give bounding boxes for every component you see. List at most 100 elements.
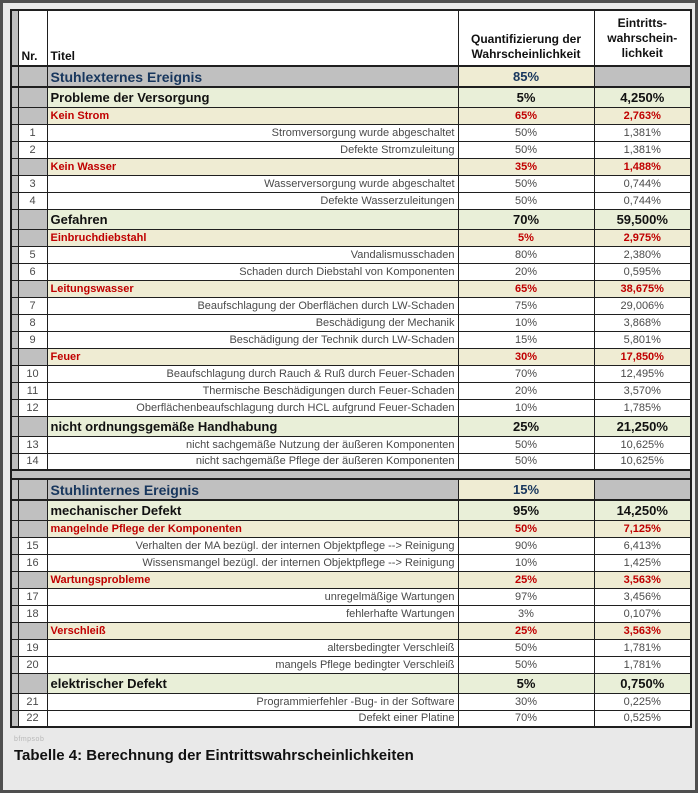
left-margin-cell (10, 208, 19, 230)
titel-cell: Oberflächenbeaufschlagung durch HCL aufg… (46, 398, 459, 417)
nr-cell: 6 (17, 262, 48, 281)
nr-cell (17, 672, 48, 694)
nr-cell (17, 208, 48, 230)
quant-cell: 50% (457, 435, 595, 454)
eintritt-cell: 0,750% (593, 672, 692, 694)
category-row: Gefahren 70% 59,500% (10, 208, 692, 230)
quant-cell: 5% (457, 86, 595, 108)
quant-cell: 10% (457, 398, 595, 417)
eintritt-cell: 10,625% (593, 435, 692, 454)
quant-cell: 35% (457, 157, 595, 176)
titel-cell: Leitungswasser (46, 279, 459, 298)
leaf-row: 17 unregelmäßige Wartungen 97% 3,456% (10, 587, 692, 606)
titel-cell: Thermische Beschädigungen durch Feuer-Sc… (46, 381, 459, 400)
titel-cell: mangelnde Pflege der Komponenten (46, 519, 459, 538)
quant-cell: 50% (457, 638, 595, 657)
category-row: mechanischer Defekt 95% 14,250% (10, 499, 692, 521)
titel-cell: Schaden durch Diebstahl von Komponenten (46, 262, 459, 281)
nr-cell: 18 (17, 604, 48, 623)
nr-cell (17, 347, 48, 366)
quant-cell: 50% (457, 452, 595, 471)
left-margin-cell (10, 245, 19, 264)
eintritt-cell: 59,500% (593, 208, 692, 230)
left-margin-cell (10, 638, 19, 657)
nr-cell: 7 (17, 296, 48, 315)
quant-cell: 5% (457, 228, 595, 247)
quant-cell: 20% (457, 262, 595, 281)
spacer-row (10, 469, 692, 480)
nr-cell (17, 86, 48, 108)
nr-cell: 14 (17, 452, 48, 471)
left-margin-cell (10, 570, 19, 589)
left-margin-cell (10, 672, 19, 694)
leaf-row: 5 Vandalismusschaden 80% 2,380% (10, 245, 692, 264)
quant-cell: 5% (457, 672, 595, 694)
category-row: elektrischer Defekt 5% 0,750% (10, 672, 692, 694)
quant-cell: 70% (457, 364, 595, 383)
quant-cell: 10% (457, 553, 595, 572)
titel-cell: Defekte Stromzuleitung (46, 140, 459, 159)
left-margin-cell (10, 604, 19, 623)
quant-cell: 80% (457, 245, 595, 264)
left-margin-cell (10, 499, 19, 521)
left-margin-cell (10, 86, 19, 108)
left-margin-cell (10, 364, 19, 383)
quant-cell: 50% (457, 140, 595, 159)
nr-cell: 22 (17, 709, 48, 728)
nr-cell: 2 (17, 140, 48, 159)
eintritt-cell: 0,525% (593, 709, 692, 728)
titel-cell: Wasserversorgung wurde abgeschaltet (46, 174, 459, 193)
left-margin-cell (10, 709, 19, 728)
leaf-row: 16 Wissensmangel bezügl. der internen Obj… (10, 553, 692, 572)
quant-cell: 90% (457, 536, 595, 555)
left-margin-cell (10, 313, 19, 332)
eintritt-cell: 1,781% (593, 655, 692, 674)
quant-cell: 85% (457, 65, 595, 88)
left-margin-cell (10, 279, 19, 298)
left-margin-cell (10, 692, 19, 711)
leaf-row: 2 Defekte Stromzuleitung 50% 1,381% (10, 140, 692, 159)
titel-cell: Stuhlexternes Ereignis (46, 65, 459, 88)
nr-cell: 21 (17, 692, 48, 711)
titel-cell: fehlerhafte Wartungen (46, 604, 459, 623)
nr-cell (17, 478, 48, 501)
eintritt-cell: 5,801% (593, 330, 692, 349)
probability-table: Nr. Titel Quantifizierung der Wahrschein… (10, 9, 692, 728)
quant-cell: 70% (457, 208, 595, 230)
titel-cell: Gefahren (46, 208, 459, 230)
nr-cell: 5 (17, 245, 48, 264)
eintritt-cell: 38,675% (593, 279, 692, 298)
left-margin-cell (10, 398, 19, 417)
quant-cell: 65% (457, 279, 595, 298)
quant-cell: 75% (457, 296, 595, 315)
titel-cell: elektrischer Defekt (46, 672, 459, 694)
subcategory-row: Leitungswasser 65% 38,675% (10, 279, 692, 298)
nr-cell: 8 (17, 313, 48, 332)
eintritt-cell: 1,488% (593, 157, 692, 176)
left-margin-cell (10, 330, 19, 349)
quant-cell: 50% (457, 123, 595, 142)
eintritt-cell: 2,380% (593, 245, 692, 264)
nr-cell: 12 (17, 398, 48, 417)
subcategory-row: Kein Wasser 35% 1,488% (10, 157, 692, 176)
titel-cell: Verschleiß (46, 621, 459, 640)
titel-cell: Kein Strom (46, 106, 459, 125)
column-header-quantifizierung: Quantifizierung der Wahrscheinlichkeit (457, 9, 595, 67)
leaf-row: 15 Verhalten der MA bezügl. der internen … (10, 536, 692, 555)
eintritt-cell: 2,975% (593, 228, 692, 247)
quant-cell: 30% (457, 347, 595, 366)
left-margin-cell (10, 415, 19, 437)
titel-cell: mechanischer Defekt (46, 499, 459, 521)
titel-cell: altersbedingter Verschleiß (46, 638, 459, 657)
titel-cell: Vandalismusschaden (46, 245, 459, 264)
quant-cell: 15% (457, 330, 595, 349)
leaf-row: 3 Wasserversorgung wurde abgeschaltet 50% 0… (10, 174, 692, 193)
eintritt-cell: 1,781% (593, 638, 692, 657)
quant-cell: 25% (457, 415, 595, 437)
quant-cell: 50% (457, 655, 595, 674)
nr-cell: 3 (17, 174, 48, 193)
left-margin-cell (10, 9, 19, 67)
nr-cell (17, 228, 48, 247)
eintritt-cell: 1,381% (593, 123, 692, 142)
